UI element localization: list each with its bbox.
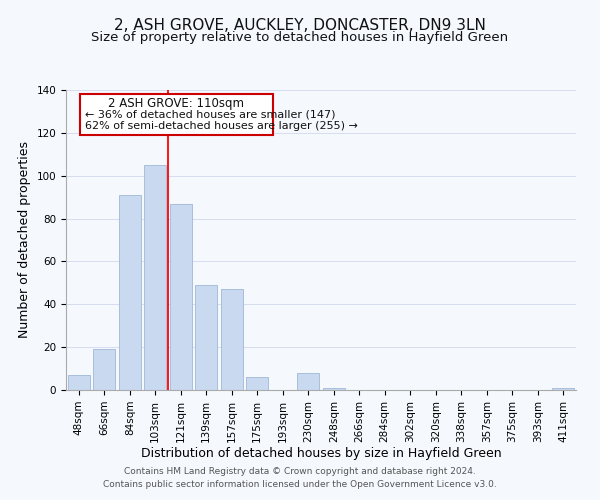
Text: ← 36% of detached houses are smaller (147): ← 36% of detached houses are smaller (14… bbox=[85, 110, 335, 120]
Bar bbox=[323, 388, 344, 390]
Bar bbox=[68, 375, 89, 390]
Text: 62% of semi-detached houses are larger (255) →: 62% of semi-detached houses are larger (… bbox=[85, 121, 358, 131]
Y-axis label: Number of detached properties: Number of detached properties bbox=[18, 142, 31, 338]
Bar bbox=[170, 204, 191, 390]
Text: Size of property relative to detached houses in Hayfield Green: Size of property relative to detached ho… bbox=[91, 31, 509, 44]
Bar bbox=[247, 377, 268, 390]
Bar bbox=[221, 290, 242, 390]
Bar bbox=[119, 195, 140, 390]
Text: 2 ASH GROVE: 110sqm: 2 ASH GROVE: 110sqm bbox=[108, 96, 244, 110]
X-axis label: Distribution of detached houses by size in Hayfield Green: Distribution of detached houses by size … bbox=[140, 448, 502, 460]
Text: Contains HM Land Registry data © Crown copyright and database right 2024.: Contains HM Land Registry data © Crown c… bbox=[124, 467, 476, 476]
Bar bbox=[196, 285, 217, 390]
Bar bbox=[145, 165, 166, 390]
Text: 2, ASH GROVE, AUCKLEY, DONCASTER, DN9 3LN: 2, ASH GROVE, AUCKLEY, DONCASTER, DN9 3L… bbox=[114, 18, 486, 32]
Bar bbox=[553, 388, 574, 390]
FancyBboxPatch shape bbox=[80, 94, 272, 135]
Text: Contains public sector information licensed under the Open Government Licence v3: Contains public sector information licen… bbox=[103, 480, 497, 489]
Bar bbox=[94, 350, 115, 390]
Bar bbox=[298, 373, 319, 390]
